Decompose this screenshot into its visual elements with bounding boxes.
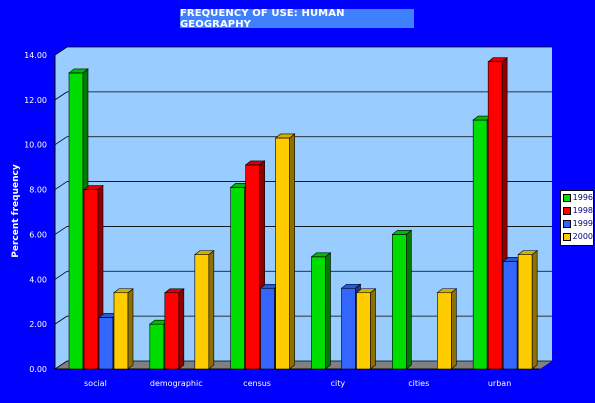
bar [83,189,99,370]
bar-side [531,249,538,370]
bar [113,292,129,370]
legend-item: 2000 [561,230,593,243]
x-tick-label: demographic [150,379,203,388]
x-tick-label: census [243,379,271,388]
gridline-depth [54,360,68,370]
bar-side [178,288,185,370]
legend-swatch [563,206,571,215]
chart-title: FREQUENCY OF USE: HUMAN GEOGRAPHY [180,8,414,30]
y-tick-label: 10.00 [24,141,47,150]
gridline-depth [54,270,68,280]
legend-label: 1998 [572,206,593,215]
bar [356,292,371,370]
legend-label: 2000 [572,232,593,241]
y-axis-label: Percent frequency [11,164,21,258]
legend-label: 1999 [572,219,593,228]
bar [245,164,260,370]
y-tick-label: 12.00 [24,96,47,105]
legend-swatch [563,219,571,228]
bar [517,254,533,370]
bar-side [406,229,412,370]
y-tick-label: 6.00 [29,230,47,239]
bar [260,287,275,370]
bar [149,323,165,370]
bar-side [451,288,457,370]
y-tick-label: 4.00 [29,275,47,284]
x-tick-label: urban [488,379,511,388]
y-tick-label: 8.00 [29,186,47,195]
bar [341,287,356,370]
y-tick-label: 2.00 [29,320,47,329]
bar [68,72,84,370]
bar [311,256,326,370]
gridline-depth [54,226,68,235]
gridline-depth [54,46,68,56]
bar [437,292,452,370]
bar [275,137,290,370]
legend-item: 1996 [561,191,593,204]
bar [472,119,488,370]
bar-side [325,252,331,370]
chart-legend: 1996 1998 1999 2000 [560,190,594,246]
bar-side [289,133,295,370]
bar [194,254,210,370]
y-tick-label: 0.00 [29,365,47,374]
gridline-depth [54,315,68,325]
legend-item: 1998 [561,204,593,217]
x-tick-label: social [84,379,107,388]
legend-label: 1996 [572,193,593,202]
legend-swatch [563,193,571,202]
x-tick-label: cities [408,379,429,388]
gridline-depth [54,136,68,146]
bar [502,261,518,370]
legend-swatch [563,232,571,241]
gridline-depth [54,91,68,101]
bar-side [208,249,215,370]
bar [392,234,407,370]
bar [487,61,503,370]
bar-side [127,288,134,370]
bar [164,292,180,370]
gridline-depth [54,181,68,190]
y-tick-label: 14.00 [24,51,47,60]
bar [230,187,245,370]
plot-area [55,55,540,369]
bar-side [370,288,376,370]
bar [98,317,114,370]
x-tick-label: city [331,379,346,388]
legend-item: 1999 [561,217,593,230]
